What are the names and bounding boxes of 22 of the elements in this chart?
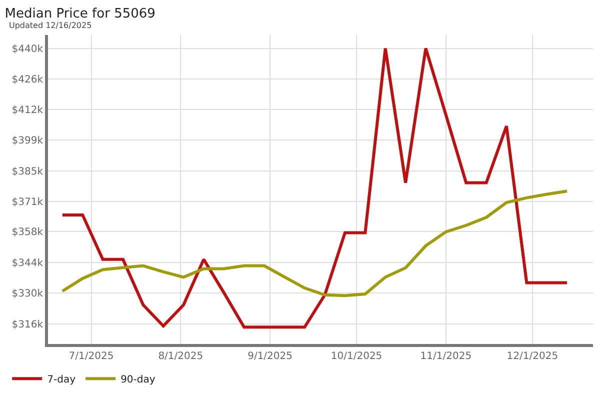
- x-tick-label: 12/1/2025: [506, 351, 558, 362]
- y-tick-label: $412k: [12, 105, 44, 116]
- y-tick-label: $371k: [12, 196, 44, 208]
- y-tick-label: $440k: [12, 44, 44, 55]
- x-tick-label: 10/1/2025: [330, 351, 382, 362]
- y-tick-label: $426k: [12, 74, 44, 86]
- y-tick-label: $344k: [12, 258, 44, 270]
- legend-label: 90-day: [120, 374, 156, 386]
- y-tick-label: $316k: [12, 319, 44, 330]
- y-tick-label: $330k: [12, 288, 44, 300]
- y-tick-label: $358k: [12, 227, 44, 238]
- x-tick-label: 11/1/2025: [420, 351, 472, 362]
- x-tick-label: 9/1/2025: [248, 351, 292, 362]
- chart-subtitle: Updated 12/16/2025: [9, 21, 92, 30]
- y-tick-label: $399k: [12, 136, 44, 147]
- line-series: [60, 190, 569, 298]
- legend-label: 7-day: [47, 374, 76, 386]
- x-tick-label: 7/1/2025: [68, 351, 114, 362]
- x-tick-label: 8/1/2025: [158, 351, 204, 362]
- chart-title: Median Price for 55069: [4, 6, 156, 22]
- y-tick-label: $385k: [12, 166, 44, 178]
- line-series: [60, 46, 569, 329]
